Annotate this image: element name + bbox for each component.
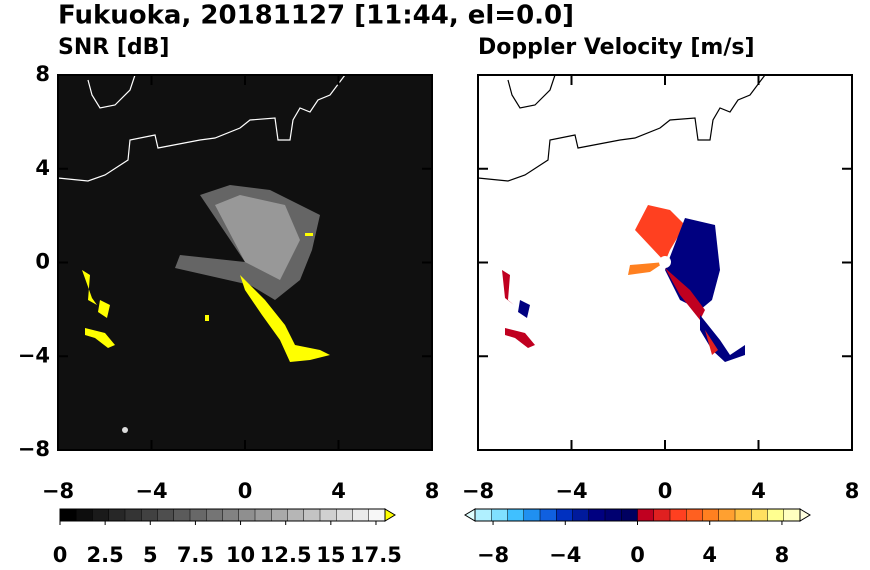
colorbar-swatch <box>556 508 574 522</box>
colorbar-swatch <box>303 508 321 522</box>
colorbar-swatch <box>271 508 289 522</box>
colorbar-swatch <box>287 508 305 522</box>
colorbar-tick-label: 12.5 <box>260 543 312 567</box>
figure-title: Fukuoka, 20181127 [11:44, el=0.0] <box>58 1 574 31</box>
colorbar-swatch <box>702 508 720 522</box>
colorbar-extend <box>384 508 396 522</box>
colorbar-tick-label: 2.5 <box>87 543 124 567</box>
colorbar-tick-label: −4 <box>549 543 581 567</box>
colorbar-swatch <box>653 508 671 522</box>
x-tick-label: −4 <box>555 479 587 503</box>
colorbar-swatch <box>734 508 752 522</box>
colorbar-swatch <box>352 508 370 522</box>
x-tick-label: 4 <box>751 479 766 503</box>
colorbar-swatch <box>189 508 207 522</box>
x-tick-label: 8 <box>845 479 860 503</box>
colorbar-swatch <box>59 508 77 522</box>
colorbar-swatch <box>507 508 525 522</box>
colorbar-swatch <box>157 508 175 522</box>
colorbar-swatch <box>783 508 801 522</box>
x-tick-label: −4 <box>135 479 167 503</box>
colorbar-swatch <box>718 508 736 522</box>
colorbar-swatch <box>141 508 159 522</box>
x-tick-label: 4 <box>331 479 346 503</box>
y-tick-label: −4 <box>18 343 50 367</box>
colorbar-tick-label: 0 <box>630 543 645 567</box>
coastline <box>87 74 136 109</box>
colorbar-swatch <box>336 508 354 522</box>
y-tick-label: −8 <box>18 437 50 461</box>
snr-image <box>58 75 432 450</box>
colorbar-swatch <box>206 508 224 522</box>
panel-title: SNR [dB] <box>58 35 169 60</box>
colorbar-swatch <box>319 508 337 522</box>
y-tick-label: 0 <box>35 250 50 274</box>
panel-title: Doppler Velocity [m/s] <box>478 35 755 60</box>
colorbar-tick-label: 17.5 <box>350 543 402 567</box>
coastline <box>507 74 556 109</box>
x-tick-label: 0 <box>658 479 673 503</box>
colorbar-tick-label: 5 <box>143 543 158 567</box>
colorbar-swatch <box>474 508 492 522</box>
colorbar-swatch <box>238 508 256 522</box>
y-tick-label: 8 <box>35 62 50 86</box>
coastline <box>477 74 766 182</box>
colorbar-swatch <box>621 508 639 522</box>
colorbar-swatch <box>539 508 557 522</box>
colorbar-swatch <box>686 508 704 522</box>
colorbar-swatch <box>751 508 769 522</box>
colorbar-swatch <box>491 508 509 522</box>
colorbar-swatch <box>76 508 94 522</box>
colorbar-swatch <box>637 508 655 522</box>
colorbar-swatch <box>124 508 142 522</box>
coastline <box>57 74 346 182</box>
colorbar-frame <box>59 508 386 522</box>
colorbar-swatch <box>92 508 110 522</box>
colorbar-swatch <box>173 508 191 522</box>
colorbar-tick-label: 7.5 <box>177 543 214 567</box>
colorbar-tick-label: 10 <box>226 543 255 567</box>
colorbar-swatch <box>588 508 606 522</box>
x-tick-label: 0 <box>238 479 253 503</box>
x-tick-label: −8 <box>42 479 74 503</box>
velocity-image <box>478 75 853 450</box>
colorbar-swatch <box>523 508 541 522</box>
colorbar-swatch <box>669 508 687 522</box>
colorbar-tick-label: 15 <box>316 543 345 567</box>
colorbar-tick-label: −8 <box>477 543 509 567</box>
colorbar-tick-label: 4 <box>702 543 717 567</box>
colorbar-swatch <box>254 508 272 522</box>
colorbar-swatch <box>222 508 240 522</box>
colorbar-tick-label: 8 <box>775 543 790 567</box>
colorbar-swatch <box>767 508 785 522</box>
colorbar-swatch <box>572 508 590 522</box>
x-tick-label: −8 <box>462 479 494 503</box>
colorbar-swatch <box>108 508 126 522</box>
colorbar-extend <box>464 508 476 522</box>
y-tick-label: 4 <box>35 156 50 180</box>
x-tick-label: 8 <box>425 479 440 503</box>
colorbar-tick-label: 0 <box>53 543 68 567</box>
colorbar-extend <box>799 508 811 522</box>
colorbar-swatch <box>604 508 622 522</box>
colorbar-swatch <box>368 508 386 522</box>
